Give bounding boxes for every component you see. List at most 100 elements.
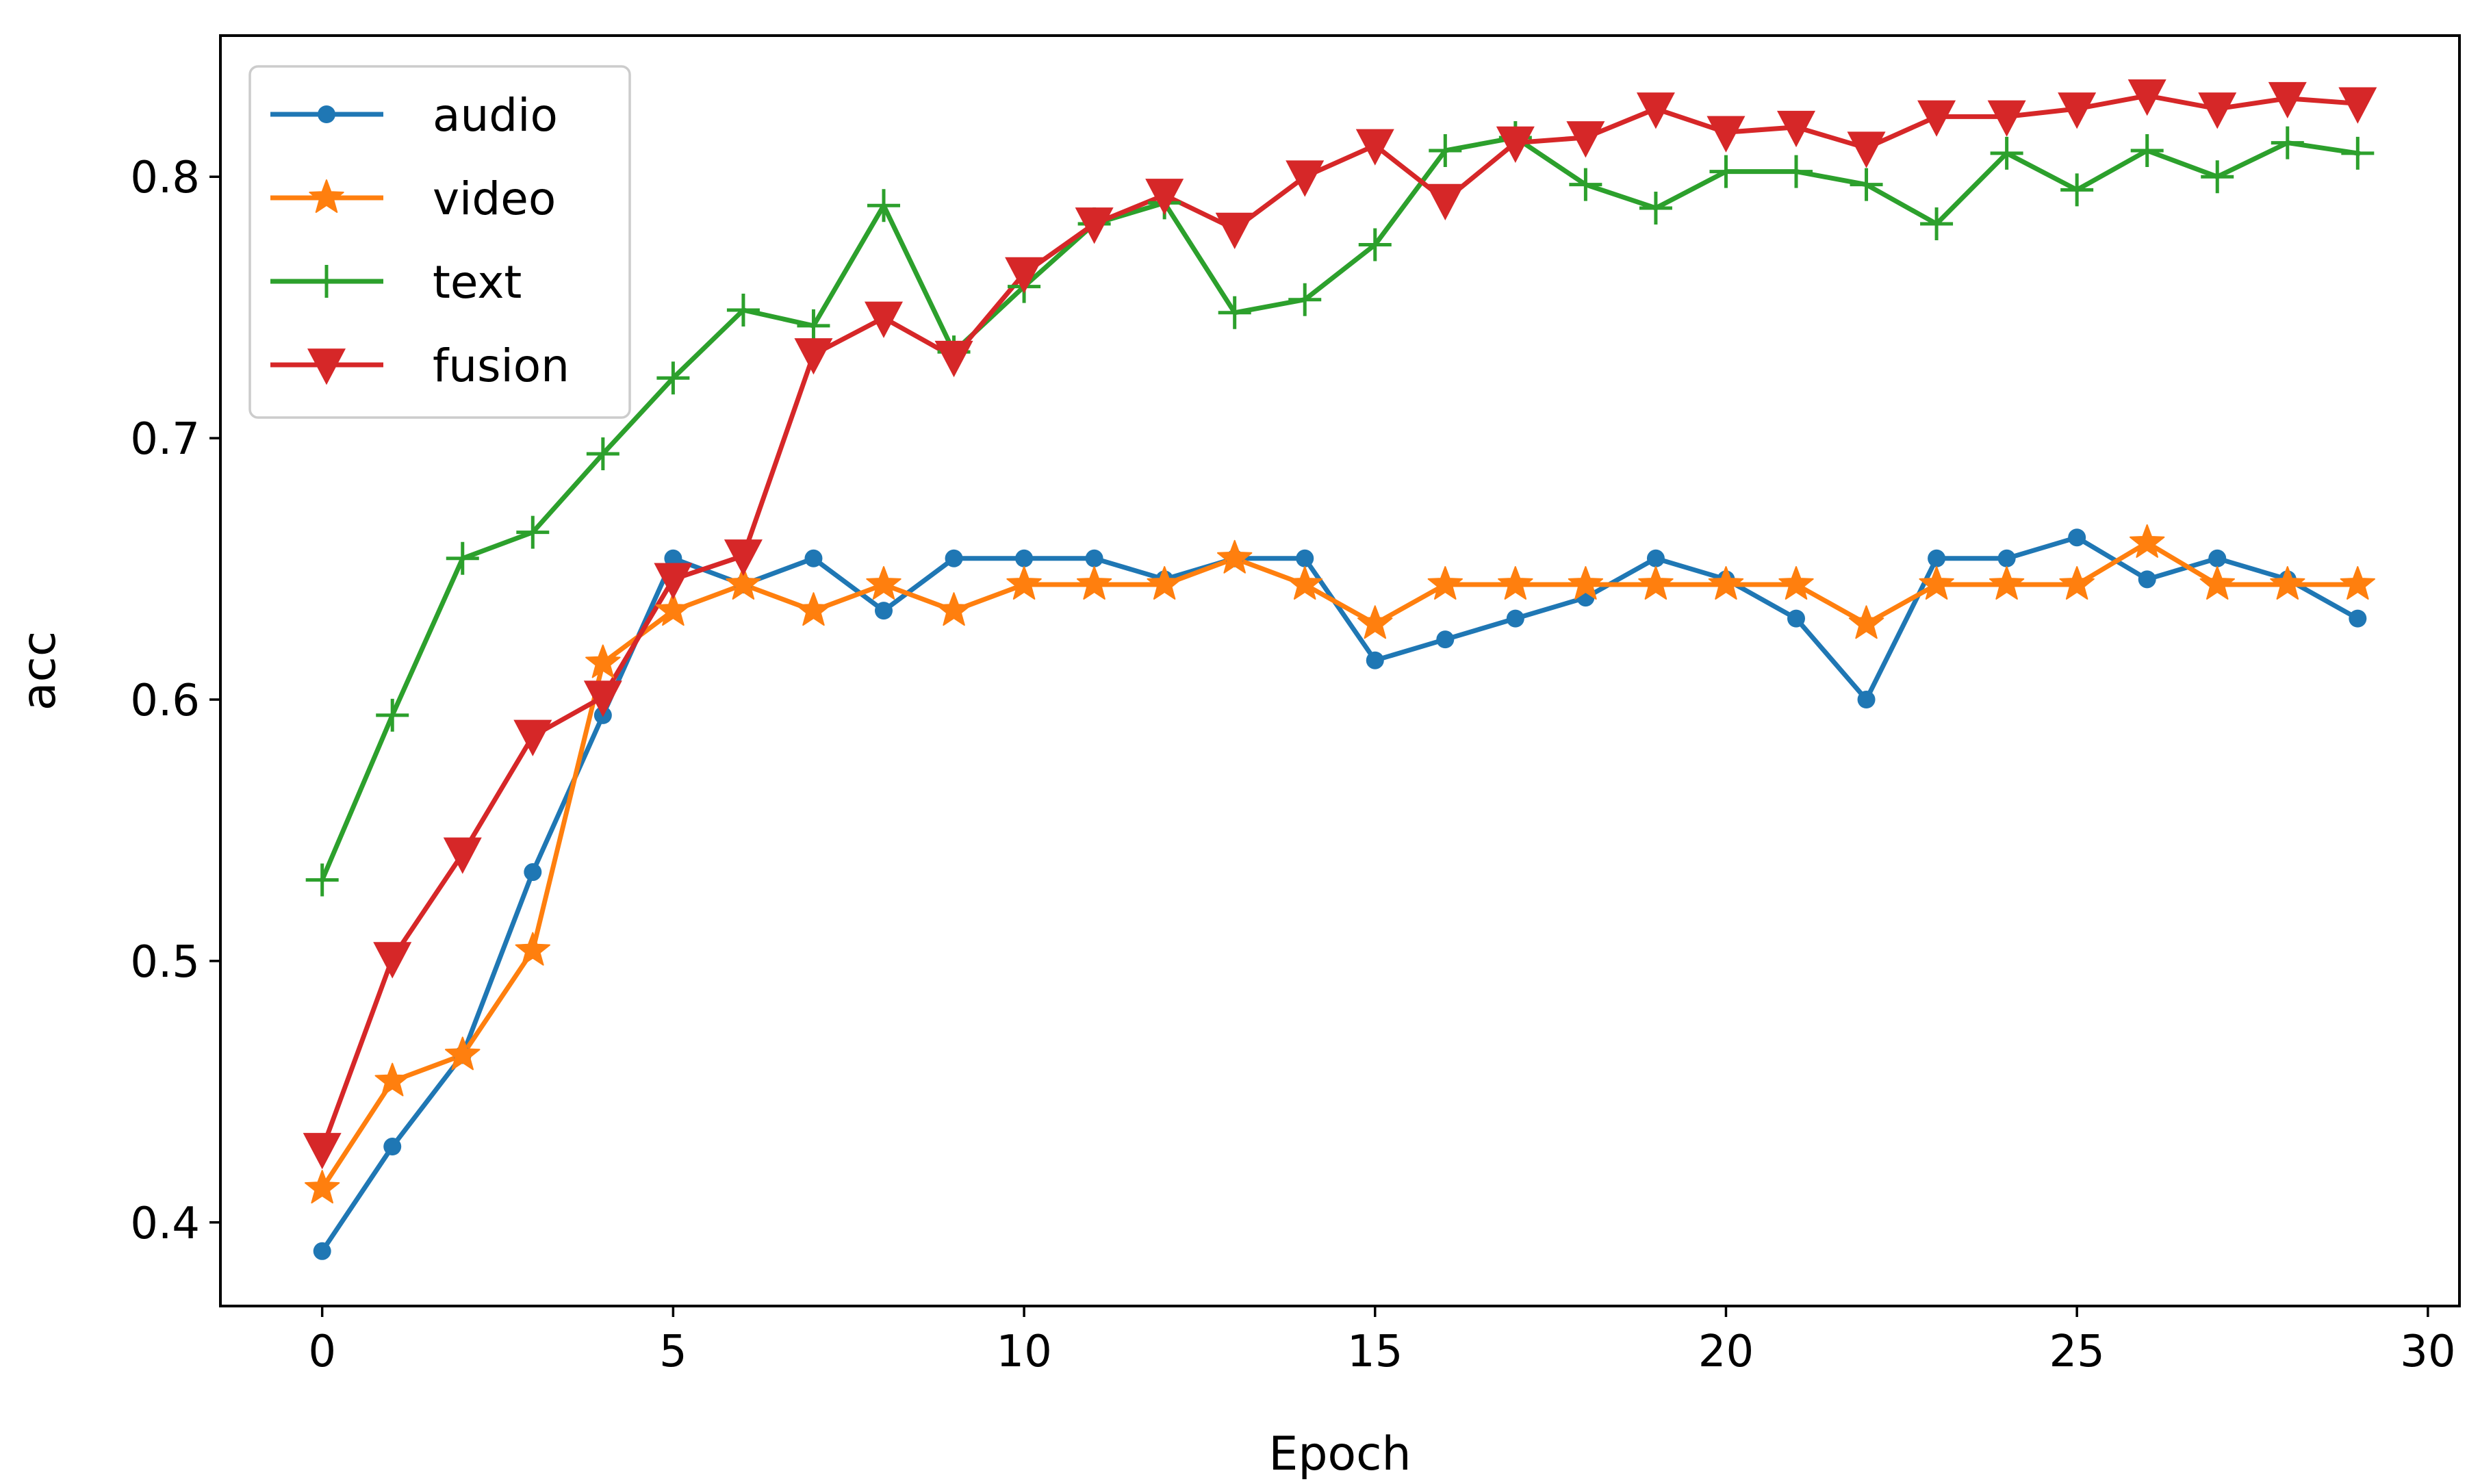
legend-label-text: text	[433, 256, 522, 309]
x-tick-label: 30	[2400, 1327, 2455, 1377]
audio-point	[524, 863, 542, 882]
text-point	[1850, 168, 1883, 201]
text-point	[2060, 173, 2094, 207]
fusion-point	[654, 563, 693, 600]
fusion-point	[1215, 212, 1254, 250]
text-point	[586, 437, 619, 471]
fusion-point	[1426, 183, 1465, 220]
fusion-point	[1847, 131, 1886, 168]
y-tick-label: 0.7	[130, 414, 200, 465]
video-point	[1357, 605, 1393, 639]
text-point	[305, 863, 339, 897]
audio-point	[1085, 549, 1103, 567]
legend-box	[248, 65, 631, 419]
y-axis-ticks: 0.4 0.5 0.6 0.7 0.8	[130, 153, 220, 1249]
fusion-point	[303, 1133, 342, 1170]
fusion-point	[513, 719, 552, 756]
audio-point	[383, 1138, 402, 1156]
x-tick-label: 5	[659, 1327, 687, 1377]
audio-point	[2068, 528, 2086, 547]
text-point	[1218, 296, 1251, 329]
audio-point	[1366, 651, 1384, 669]
text-point	[1288, 283, 1322, 316]
fusion-point	[794, 338, 833, 375]
audio-point	[1928, 549, 1946, 567]
legend-label-audio: audio	[433, 89, 558, 142]
video-point	[445, 1036, 481, 1071]
legend-item-fusion: fusion	[270, 340, 570, 392]
audio-point	[664, 549, 682, 567]
y-axis-label: acc	[12, 631, 66, 711]
series-markers-fusion	[303, 79, 2377, 1170]
text-point	[1990, 136, 2023, 170]
fusion-point	[1145, 179, 1184, 216]
video-point	[2340, 566, 2375, 600]
video-point	[655, 592, 691, 626]
fusion-point	[1917, 100, 1956, 137]
x-tick-label: 0	[308, 1327, 336, 1377]
audio-point	[2208, 549, 2227, 567]
video-point	[2059, 566, 2095, 600]
fusion-point	[2198, 92, 2237, 129]
fusion-point	[2268, 81, 2307, 119]
fusion-point	[934, 340, 973, 378]
plot-markers	[303, 79, 2377, 1260]
audio-point	[1857, 691, 1876, 709]
y-tick-label: 0.5	[130, 937, 200, 988]
series-line-text	[319, 135, 2361, 884]
video-point	[1287, 566, 1322, 600]
video-point	[1919, 566, 1954, 600]
text-point	[1780, 155, 1813, 188]
fusion-point	[583, 680, 622, 717]
x-tick-label: 15	[1347, 1327, 1403, 1377]
audio-point	[1997, 549, 2016, 567]
video-point	[1076, 566, 1112, 600]
text-point	[1358, 228, 1392, 261]
audio-point	[1787, 609, 1806, 628]
fusion-point	[724, 539, 763, 576]
text-point	[2341, 136, 2375, 170]
video-point	[515, 932, 550, 966]
audio-point	[804, 549, 823, 567]
legend-label-video: video	[433, 172, 556, 225]
audio-point	[1436, 630, 1455, 649]
video-point	[1568, 566, 1604, 600]
video-point	[1848, 605, 1884, 639]
video-point	[585, 644, 621, 678]
video-point	[2130, 524, 2165, 558]
fusion-point	[443, 837, 482, 874]
video-point	[2270, 566, 2305, 600]
text-point	[446, 541, 479, 575]
audio-point	[2138, 570, 2156, 589]
video-point	[726, 566, 761, 600]
text-point	[726, 293, 760, 327]
plot-frame	[219, 34, 2461, 1307]
fusion-point	[1496, 126, 1535, 163]
x-axis-ticks: 0 5 10 15 20 25 30	[308, 1306, 2456, 1377]
fusion-point	[1706, 116, 1746, 153]
x-tick-label: 20	[1698, 1327, 1754, 1377]
fusion-point	[1075, 207, 1114, 244]
legend-item-text: text	[270, 256, 522, 309]
legend-item-audio: audio	[270, 89, 558, 142]
video-point	[1638, 566, 1674, 600]
series-line-video	[318, 540, 2360, 1192]
text-point	[2130, 134, 2164, 168]
video-point	[374, 1062, 410, 1097]
video-point	[305, 1170, 340, 1204]
y-tick-label: 0.6	[130, 676, 200, 726]
legend: audio video text fusion	[248, 65, 631, 419]
x-axis-label: Epoch	[1268, 1427, 1411, 1481]
fusion-point	[373, 942, 412, 979]
text-point	[2201, 160, 2234, 194]
video-point	[795, 592, 832, 626]
legend-marker-video	[309, 179, 344, 213]
text-point	[1569, 168, 1602, 201]
fusion-point	[1636, 92, 1675, 129]
fusion-point	[864, 301, 903, 338]
video-point	[1217, 539, 1253, 574]
video-point	[866, 566, 902, 600]
video-point	[1708, 566, 1744, 600]
video-point	[1006, 566, 1042, 600]
